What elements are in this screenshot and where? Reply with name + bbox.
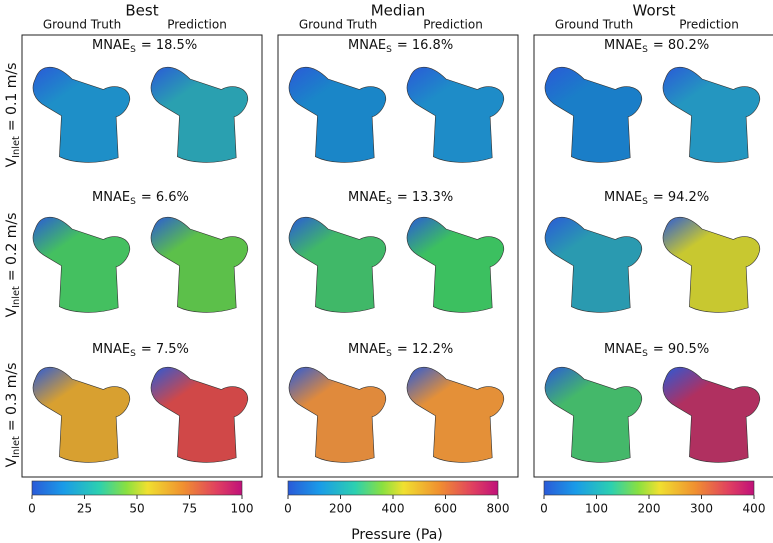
rest: = 18.5% (141, 38, 197, 53)
colorbar-tick-label: 600 (434, 502, 457, 516)
subscript: S (130, 348, 136, 358)
rest: = 0.3 m/s (4, 363, 20, 432)
vessel-rendering (150, 366, 249, 463)
subscripted-label: MNAES = 13.3% (348, 190, 453, 207)
symbol: MNAE (92, 190, 130, 205)
vessel-rendering (32, 66, 131, 163)
subscript: S (386, 196, 392, 206)
symbol: V (4, 307, 20, 317)
panel-title: Median (371, 2, 426, 20)
subscript: Inlet (11, 436, 22, 458)
rest: = 0.1 m/s (4, 63, 20, 132)
symbol: MNAE (92, 38, 130, 53)
subscript: S (386, 44, 392, 54)
subscript: S (642, 44, 648, 54)
colorbar (287, 480, 499, 496)
vessel-rendering (544, 66, 643, 163)
subscript: S (130, 44, 136, 54)
symbol: MNAE (604, 342, 642, 357)
symbol: V (4, 457, 20, 467)
vessel-rendering (288, 66, 387, 163)
symbol: MNAE (92, 342, 130, 357)
colorbar-tick-label: 800 (487, 502, 510, 516)
column-header: Prediction (679, 18, 739, 32)
colorbar-tick-label: 50 (129, 502, 144, 516)
colorbar-tick-label: 200 (329, 502, 352, 516)
colorbar (31, 480, 243, 496)
subscripted-label: MNAES = 6.6% (92, 190, 189, 207)
subscripted-label: MNAES = 18.5% (92, 38, 197, 55)
colorbar-label: Pressure (Pa) (351, 527, 443, 543)
column-header: Ground Truth (43, 18, 121, 32)
symbol: MNAE (604, 38, 642, 53)
rest: = 0.2 m/s (4, 213, 20, 282)
colorbar-tick-label: 25 (77, 502, 92, 516)
subscript: S (130, 196, 136, 206)
subscript: Inlet (11, 286, 22, 308)
colorbar-tick-label: 0 (28, 502, 36, 516)
panel-title: Worst (633, 2, 676, 20)
column-header: Ground Truth (555, 18, 633, 32)
subscripted-label: MNAES = 80.2% (604, 38, 709, 55)
colorbar-tick-label: 400 (382, 502, 405, 516)
rest: = 94.2% (653, 190, 709, 205)
subscripted-label: MNAES = 94.2% (604, 190, 709, 207)
colorbar-tick-label: 100 (585, 502, 608, 516)
symbol: MNAE (348, 342, 386, 357)
symbol: MNAE (604, 190, 642, 205)
rest: = 12.2% (397, 342, 453, 357)
vessel-rendering (150, 216, 249, 313)
colorbar (543, 480, 755, 496)
subscripted-label: MNAES = 12.2% (348, 342, 453, 359)
rest: = 16.8% (397, 38, 453, 53)
subscripted-label: MNAES = 90.5% (604, 342, 709, 359)
subscript: S (642, 196, 648, 206)
subscripted-label: VInlet = 0.1 m/s (4, 63, 22, 168)
symbol: V (4, 157, 20, 167)
colorbar-tick-label: 75 (182, 502, 197, 516)
panel-title: Best (125, 2, 158, 20)
rest: = 7.5% (141, 342, 189, 357)
vessel-rendering (544, 216, 643, 313)
vessel-rendering (662, 216, 761, 313)
rest: = 80.2% (653, 38, 709, 53)
colorbar-tick-label: 200 (638, 502, 661, 516)
vessel-rendering (406, 66, 505, 163)
colorbar-tick-label: 300 (690, 502, 713, 516)
vessel-rendering (544, 366, 643, 463)
subscripted-label: VInlet = 0.3 m/s (4, 363, 22, 468)
symbol: MNAE (348, 190, 386, 205)
vessel-rendering (32, 216, 131, 313)
vessel-rendering (288, 366, 387, 463)
vessel-rendering (662, 366, 761, 463)
vessel-rendering (406, 216, 505, 313)
rest: = 13.3% (397, 190, 453, 205)
vessel-rendering (150, 66, 249, 163)
subscript: S (386, 348, 392, 358)
column-header: Ground Truth (299, 18, 377, 32)
rest: = 90.5% (653, 342, 709, 357)
vessel-rendering (662, 66, 761, 163)
subscripted-label: MNAES = 7.5% (92, 342, 189, 359)
subscripted-label: MNAES = 16.8% (348, 38, 453, 55)
symbol: MNAE (348, 38, 386, 53)
subscript: Inlet (11, 136, 22, 158)
panel-frame (21, 34, 263, 478)
colorbar-tick-label: 100 (231, 502, 254, 516)
vessel-rendering (288, 216, 387, 313)
colorbar-tick-label: 0 (284, 502, 292, 516)
colorbar-tick-label: 400 (743, 502, 766, 516)
column-header: Prediction (423, 18, 483, 32)
subscript: S (642, 348, 648, 358)
column-header: Prediction (167, 18, 227, 32)
vessel-rendering (406, 366, 505, 463)
colorbar-tick-label: 0 (540, 502, 548, 516)
subscripted-label: VInlet = 0.2 m/s (4, 213, 22, 318)
panel-frame (533, 34, 773, 478)
rest: = 6.6% (141, 190, 189, 205)
panel-frame (277, 34, 519, 478)
vessel-rendering (32, 366, 131, 463)
